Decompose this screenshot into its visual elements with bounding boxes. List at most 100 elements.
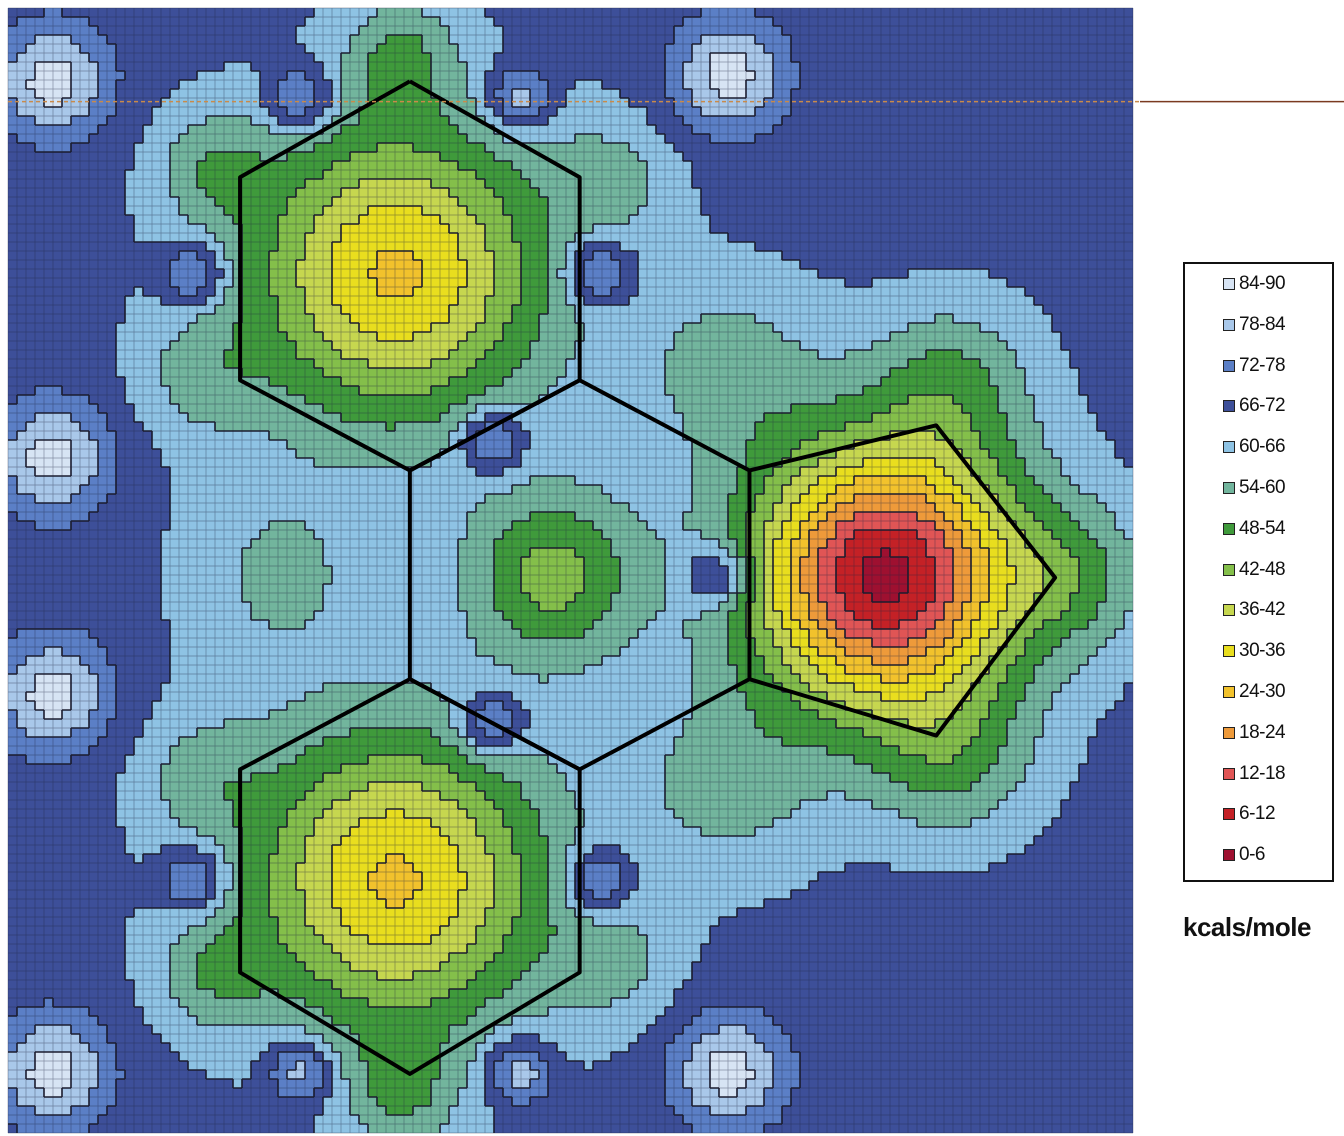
map-cell <box>629 53 638 62</box>
map-cell <box>233 62 242 71</box>
map-cell <box>584 251 593 260</box>
map-cell <box>431 233 440 242</box>
map-cell <box>836 287 845 296</box>
map-cell <box>755 251 764 260</box>
map-cell <box>323 305 332 314</box>
map-cell <box>737 143 746 152</box>
map-cell <box>503 80 512 89</box>
map-cell <box>809 161 818 170</box>
map-cell <box>404 233 413 242</box>
map-cell <box>341 224 350 233</box>
map-cell <box>728 62 737 71</box>
map-cell <box>1079 35 1088 44</box>
map-cell <box>206 188 215 197</box>
map-cell <box>692 314 701 323</box>
map-cell <box>917 107 926 116</box>
map-cell <box>80 296 89 305</box>
map-cell <box>440 161 449 170</box>
map-cell <box>359 341 368 350</box>
map-cell <box>197 89 206 98</box>
map-cell <box>953 278 962 287</box>
map-cell <box>233 152 242 161</box>
map-cell <box>116 152 125 161</box>
map-cell <box>251 206 260 215</box>
map-cell <box>35 53 44 62</box>
map-cell <box>341 278 350 287</box>
map-cell <box>134 62 143 71</box>
map-cell <box>431 278 440 287</box>
map-cell <box>791 35 800 44</box>
map-cell <box>1034 53 1043 62</box>
map-cell <box>323 323 332 332</box>
map-cell <box>359 44 368 53</box>
map-cell <box>260 89 269 98</box>
map-cell <box>179 206 188 215</box>
map-cell <box>701 296 710 305</box>
map-cell <box>161 197 170 206</box>
map-cell <box>179 314 188 323</box>
map-cell <box>620 350 629 359</box>
map-cell <box>1115 242 1124 251</box>
map-cell <box>530 197 539 206</box>
map-cell <box>71 224 80 233</box>
potential-map <box>8 8 1133 1133</box>
map-cell <box>125 314 134 323</box>
map-cell <box>179 98 188 107</box>
map-cell <box>233 314 242 323</box>
map-cell <box>296 107 305 116</box>
map-cell <box>494 98 503 107</box>
map-cell <box>1115 206 1124 215</box>
map-cell <box>1016 359 1025 368</box>
map-cell <box>413 17 422 26</box>
map-cell <box>800 71 809 80</box>
map-cell <box>341 161 350 170</box>
map-cell <box>809 98 818 107</box>
map-cell <box>1070 287 1079 296</box>
map-cell <box>305 332 314 341</box>
map-cell <box>89 287 98 296</box>
map-cell <box>1007 269 1016 278</box>
map-cell <box>548 35 557 44</box>
map-cell <box>629 161 638 170</box>
map-cell <box>584 89 593 98</box>
map-cell <box>503 179 512 188</box>
map-cell <box>242 287 251 296</box>
map-cell <box>458 170 467 179</box>
map-cell <box>224 179 233 188</box>
map-cell <box>1115 332 1124 341</box>
map-cell <box>503 269 512 278</box>
map-cell <box>458 251 467 260</box>
map-cell <box>17 296 26 305</box>
map-cell <box>377 62 386 71</box>
map-cell <box>710 251 719 260</box>
map-cell <box>1106 341 1115 350</box>
map-cell <box>692 116 701 125</box>
map-cell <box>692 44 701 53</box>
map-cell <box>809 170 818 179</box>
map-cell <box>152 323 161 332</box>
map-cell <box>719 188 728 197</box>
map-cell <box>413 197 422 206</box>
map-cell <box>800 161 809 170</box>
map-cell <box>233 188 242 197</box>
map-cell <box>152 35 161 44</box>
map-cell <box>602 197 611 206</box>
map-cell <box>620 278 629 287</box>
map-cell <box>449 260 458 269</box>
map-cell <box>593 332 602 341</box>
map-cell <box>467 323 476 332</box>
map-cell <box>143 278 152 287</box>
map-cell <box>89 134 98 143</box>
map-cell <box>539 341 548 350</box>
map-cell <box>197 188 206 197</box>
map-cell <box>980 224 989 233</box>
map-cell <box>836 224 845 233</box>
map-cell <box>1034 161 1043 170</box>
map-cell <box>530 89 539 98</box>
map-cell <box>692 260 701 269</box>
map-cell <box>530 341 539 350</box>
map-cell <box>1079 134 1088 143</box>
map-cell <box>134 332 143 341</box>
map-cell <box>566 98 575 107</box>
map-cell <box>1097 26 1106 35</box>
